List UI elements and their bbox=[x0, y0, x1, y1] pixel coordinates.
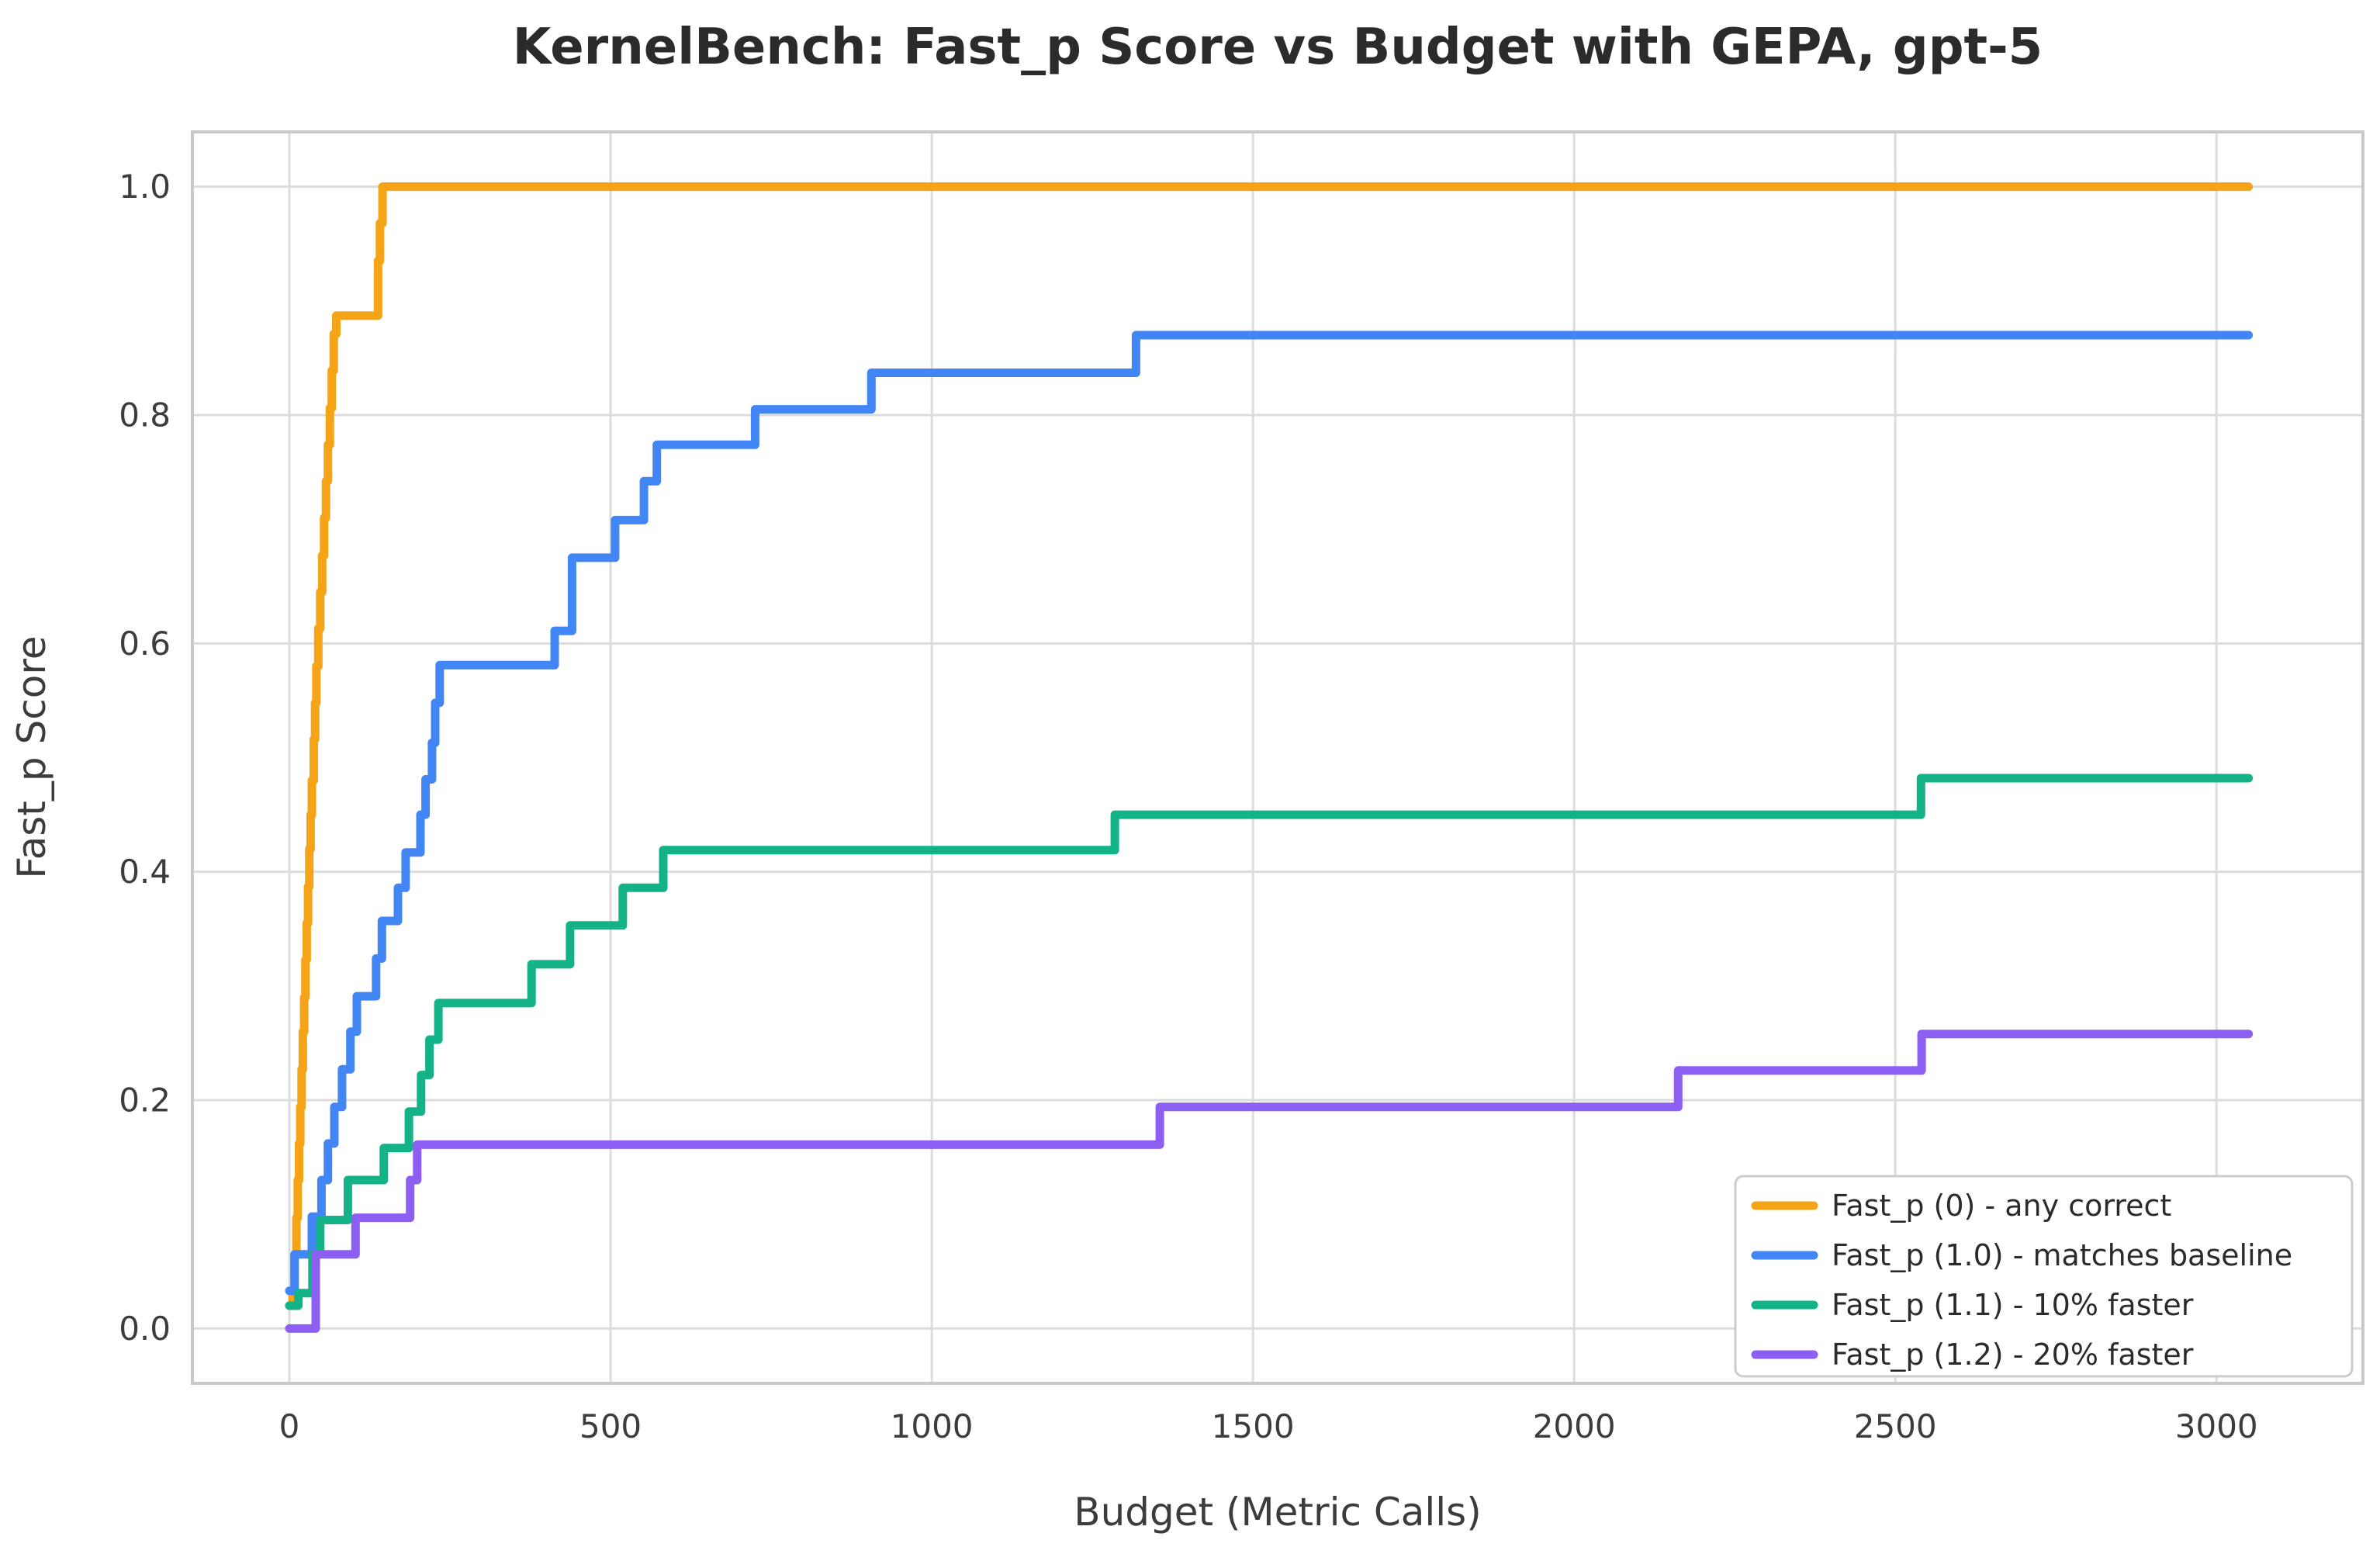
x-tick-label: 2000 bbox=[1533, 1407, 1616, 1445]
legend-item-1: Fast_p (1.0) - matches baseline bbox=[1751, 1238, 2292, 1272]
y-tick-label: 0.0 bbox=[119, 1310, 171, 1348]
x-axis-label: Budget (Metric Calls) bbox=[1074, 1490, 1481, 1535]
plot-frame bbox=[191, 130, 2364, 1385]
x-tick-label: 500 bbox=[579, 1407, 642, 1445]
y-tick-label: 0.6 bbox=[119, 625, 171, 663]
legend-item-label: Fast_p (1.0) - matches baseline bbox=[1832, 1238, 2292, 1272]
series-line-2 bbox=[285, 774, 2254, 1310]
legend-item-2: Fast_p (1.1) - 10% faster bbox=[1751, 1288, 2194, 1322]
legend-item-3: Fast_p (1.2) - 20% faster bbox=[1751, 1338, 2194, 1372]
legend: Fast_p (0) - any correct Fast_p (1.0) - m… bbox=[1734, 1175, 2354, 1378]
y-tick-label: 0.2 bbox=[119, 1082, 171, 1120]
series-line-1 bbox=[285, 331, 2254, 1296]
legend-box bbox=[1734, 1175, 2354, 1378]
x-tick-label: 3000 bbox=[2175, 1407, 2258, 1445]
y-tick-label: 0.4 bbox=[119, 853, 171, 891]
tick-layer: 0 500 1000 1500 2000 2500 3000 0.0 0.2 0.4 0.6 0.8 1… bbox=[119, 168, 2257, 1445]
series-line-3 bbox=[285, 1030, 2254, 1333]
x-tick-label: 1500 bbox=[1212, 1407, 1295, 1445]
legend-item-label: Fast_p (0) - any correct bbox=[1832, 1189, 2171, 1223]
x-tick-label: 0 bbox=[279, 1407, 300, 1445]
y-axis-label: Fast_p Score bbox=[9, 635, 54, 878]
series-layer bbox=[285, 182, 2254, 1333]
chart-title: KernelBench: Fast_p Score vs Budget with… bbox=[513, 19, 2043, 76]
series-line-0 bbox=[285, 182, 2254, 1310]
y-tick-label: 1.0 bbox=[119, 168, 171, 206]
x-tick-label: 2500 bbox=[1854, 1407, 1937, 1445]
y-tick-label: 0.8 bbox=[119, 396, 171, 434]
legend-item-0: Fast_p (0) - any correct bbox=[1751, 1189, 2171, 1223]
legend-item-label: Fast_p (1.2) - 20% faster bbox=[1832, 1338, 2194, 1372]
legend-item-label: Fast_p (1.1) - 10% faster bbox=[1832, 1288, 2194, 1322]
x-tick-label: 1000 bbox=[891, 1407, 974, 1445]
